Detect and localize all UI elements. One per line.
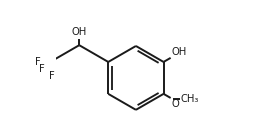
- Text: O: O: [171, 99, 179, 109]
- Text: OH: OH: [171, 47, 187, 57]
- Text: OH: OH: [72, 27, 87, 37]
- Text: F: F: [50, 71, 55, 81]
- Text: CH₃: CH₃: [181, 94, 199, 104]
- Text: F: F: [35, 57, 41, 67]
- Text: F: F: [39, 64, 45, 74]
